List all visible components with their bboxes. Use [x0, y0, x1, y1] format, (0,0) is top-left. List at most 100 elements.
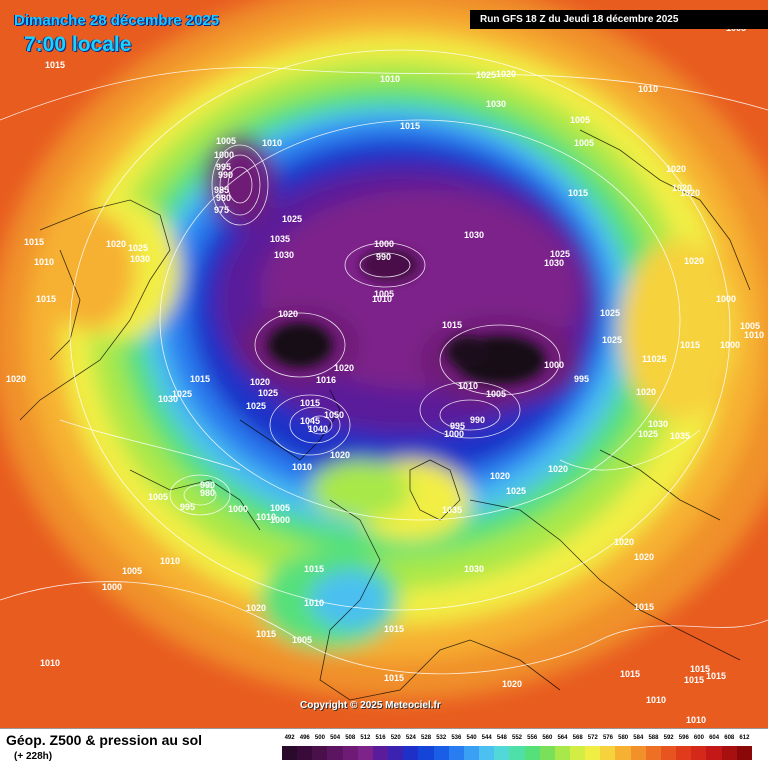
isobar-label: 1000	[716, 294, 736, 304]
isobar-label: 1020	[334, 363, 354, 373]
scale-label: 604	[709, 735, 720, 741]
isobar-label: 1025	[638, 429, 658, 439]
isobar-label: 1015	[568, 188, 588, 198]
scale-label: 608	[724, 735, 735, 741]
scale-swatch	[297, 746, 313, 760]
scale-swatch	[388, 746, 404, 760]
color-scale-labels: 492 496 500 504 508 512 516 520 524 528 532 536 540 5…	[282, 735, 752, 747]
scale-swatch	[403, 746, 419, 760]
scale-label: 528	[421, 735, 432, 741]
isobar-label: 1015	[706, 671, 726, 681]
scale-label: 560	[542, 735, 553, 741]
isobar-label: 1010	[744, 330, 764, 340]
forecast-date-title: Dimanche 28 décembre 2025	[14, 12, 220, 29]
isobar-label: 1000	[228, 504, 248, 514]
isobar-label: 1015	[400, 121, 420, 131]
isobar-label: 1020	[246, 603, 266, 613]
isobar-label: 1010	[292, 462, 312, 472]
isobar-label: 980	[200, 488, 215, 498]
scale-label: 536	[451, 735, 462, 741]
scale-swatch	[433, 746, 449, 760]
isobar-label: 1005	[740, 321, 760, 331]
isobar-label: 1000	[270, 515, 290, 525]
scale-label: 612	[739, 735, 750, 741]
model-run-info: Run GFS 18 Z du Jeudi 18 décembre 2025	[470, 10, 768, 29]
isobar-label: 1035	[270, 234, 290, 244]
isobar-label: 1015	[256, 629, 276, 639]
scale-label: 512	[360, 735, 371, 741]
scale-label: 504	[330, 735, 341, 741]
isobar-label: 11025	[642, 354, 667, 364]
isobar-label: 1020	[548, 464, 568, 474]
isobar-label: 1010	[372, 294, 392, 304]
isobar-label: 1000	[214, 150, 234, 160]
scale-label: 564	[557, 735, 568, 741]
scale-label: 548	[496, 735, 507, 741]
scale-swatch	[721, 746, 737, 760]
isobar-label: 1016	[316, 375, 336, 385]
isobar-lines	[0, 49, 768, 675]
scale-label: 552	[512, 735, 523, 741]
scale-swatch	[282, 746, 298, 760]
isobar-label: 1020	[496, 69, 516, 79]
isobar-label: 1010	[380, 74, 400, 84]
isobar-label: 1040	[308, 424, 328, 434]
legend-bar: Géop. Z500 & pression au sol (+ 228h) 49…	[0, 728, 768, 768]
isobar-label: 1005	[570, 115, 590, 125]
isobar-label: 990	[470, 415, 485, 425]
isobar-label: 1045	[300, 416, 320, 426]
isobar-label: 1010	[160, 556, 180, 566]
isobar-label: 1015	[24, 237, 44, 247]
scale-swatch	[676, 746, 692, 760]
isobar-label: 1015	[384, 673, 404, 683]
scale-swatch	[615, 746, 631, 760]
isobar-label: 1015	[620, 669, 640, 679]
isobar-label: 1020	[636, 387, 656, 397]
isobar-label: 990	[200, 480, 215, 490]
isobar-label: 1015	[300, 398, 320, 408]
isobar-label: 1030	[486, 99, 506, 109]
isobar-label: 1010	[40, 658, 60, 668]
isobar-label: 1015	[36, 294, 56, 304]
isobar-label: 1015	[442, 320, 462, 330]
scale-label: 600	[693, 735, 704, 741]
isobar-label: 1015	[690, 664, 710, 674]
isobar-label: 1020	[666, 164, 686, 174]
isobar-label: 995	[574, 374, 589, 384]
isobar-label: 1020	[680, 188, 700, 198]
scale-label: 568	[572, 735, 583, 741]
isobar-label: 1030	[648, 419, 668, 429]
scale-swatch	[357, 746, 373, 760]
isobar-labels: 1015 1010 1025 1020 1010 1030 1015 1005 1005 1005…	[6, 23, 764, 725]
scale-swatch	[327, 746, 343, 760]
scale-swatch	[554, 746, 570, 760]
isobar-label: 1030	[464, 564, 484, 574]
scale-swatch	[372, 746, 389, 760]
isobar-label: 1010	[686, 715, 706, 725]
isobar-label: 1010	[34, 257, 54, 267]
isobar-label: 1010	[304, 598, 324, 608]
isobar-label: 990	[376, 252, 391, 262]
isobar-label: 1020	[502, 679, 522, 689]
lead-time: (+ 228h)	[14, 751, 53, 762]
scale-label: 576	[602, 735, 613, 741]
isobar-label: 1025	[246, 401, 266, 411]
isobar-label: 980	[216, 193, 231, 203]
scale-label: 556	[527, 735, 538, 741]
isobar-label: 1020	[278, 309, 298, 319]
isobar-label: 1030	[544, 258, 564, 268]
isobar-label: 1025	[128, 243, 148, 253]
isobar-label: 1015	[680, 340, 700, 350]
scale-label: 572	[587, 735, 598, 741]
isobar-label: 1000	[720, 340, 740, 350]
isobar-label: 1020	[250, 377, 270, 387]
isobar-label: 1000	[444, 429, 464, 439]
isobar-label: 1030	[158, 394, 178, 404]
scale-swatch	[463, 746, 480, 760]
isobar-label: 1005	[374, 289, 394, 299]
low-cores	[268, 247, 545, 384]
scale-swatch	[691, 746, 707, 760]
scale-label: 520	[390, 735, 401, 741]
isobar-label: 1020	[672, 183, 692, 193]
